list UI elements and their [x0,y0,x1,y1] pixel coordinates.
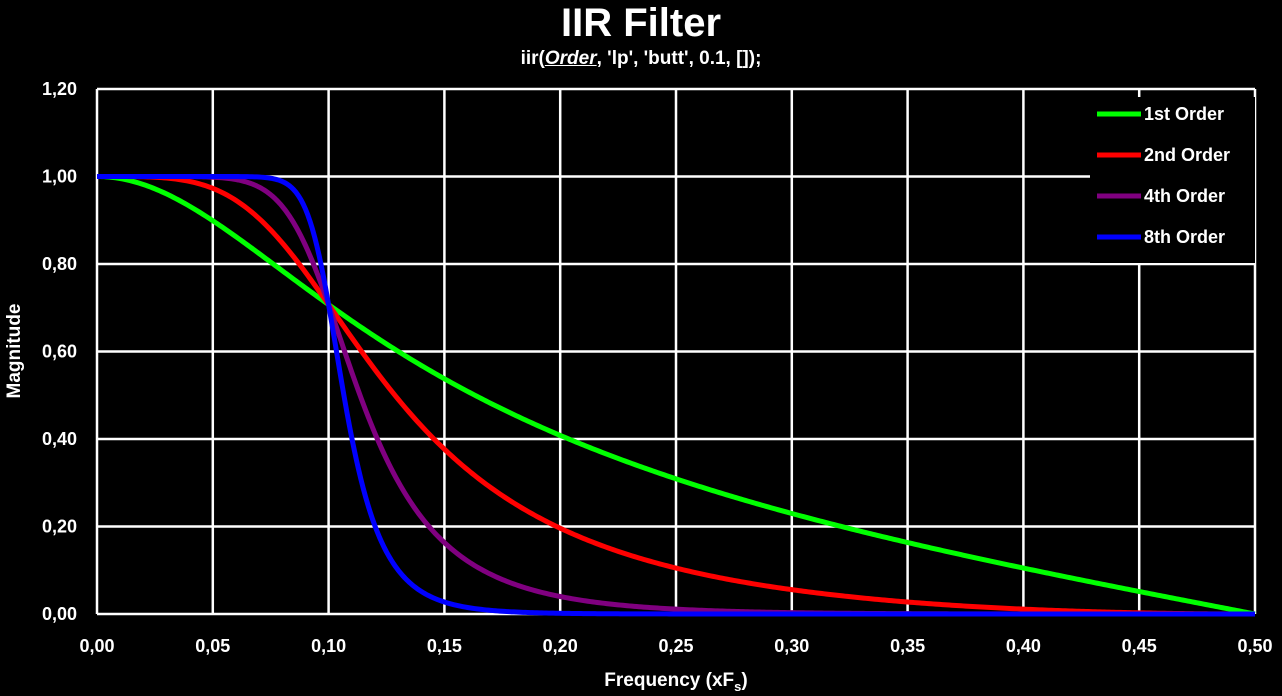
y-tick-label: 0,20 [42,517,77,537]
x-tick-label: 0,05 [195,636,230,656]
series-lines [96,174,1256,617]
x-tick-label: 0,40 [1006,636,1041,656]
legend-label: 1st Order [1144,104,1224,124]
x-axis-label-main: Frequency (xF [604,670,734,691]
series-line-1 [96,174,1256,617]
chart-legend: 1st Order 2nd Order 4th Order 8th Order [1090,97,1255,263]
x-tick-label: 0,35 [890,636,925,656]
x-axis-label-sub: s [734,679,741,694]
y-tick-label: 0,80 [42,254,77,274]
x-tick-label: 0,50 [1237,636,1272,656]
y-tick-label: 1,20 [42,79,77,99]
x-tick-label: 0,30 [774,636,809,656]
y-axis-label: Magnitude [4,304,25,399]
y-tick-label: 1,00 [42,167,77,187]
x-tick-label: 0,20 [543,636,578,656]
y-tick-labels: 0,00 0,20 0,40 0,60 0,80 1,00 1,20 [42,79,77,624]
series-line-8 [96,174,1256,617]
y-tick-label: 0,60 [42,342,77,362]
chart-subtitle: iir(Order, 'lp', 'butt', 0.1, []); [0,46,1282,72]
chart-title: IIR Filter [560,1,722,45]
subtitle-suffix: , 'lp', 'butt', 0.1, []); [596,48,762,69]
legend-label: 4th Order [1144,186,1225,206]
subtitle-emphasis: Order [544,48,597,69]
x-tick-label: 0,15 [427,636,462,656]
x-axis-label: Frequency (xFs) [604,670,747,694]
x-tick-labels: 0,00 0,05 0,10 0,15 0,20 0,25 0,30 0,35 0,40 0,45… [79,636,1272,656]
legend-label: 8th Order [1144,227,1225,247]
x-tick-label: 0,45 [1122,636,1157,656]
x-tick-label: 0,00 [79,636,114,656]
x-axis-label-end: ) [741,670,747,691]
x-tick-label: 0,10 [311,636,346,656]
x-tick-label: 0,25 [658,636,693,656]
y-tick-label: 0,00 [42,604,77,624]
subtitle-prefix: iir( [520,48,545,69]
legend-label: 2nd Order [1144,145,1230,165]
y-tick-label: 0,40 [42,429,77,449]
series-line-2 [96,174,1256,617]
chart-grid [95,87,1257,616]
